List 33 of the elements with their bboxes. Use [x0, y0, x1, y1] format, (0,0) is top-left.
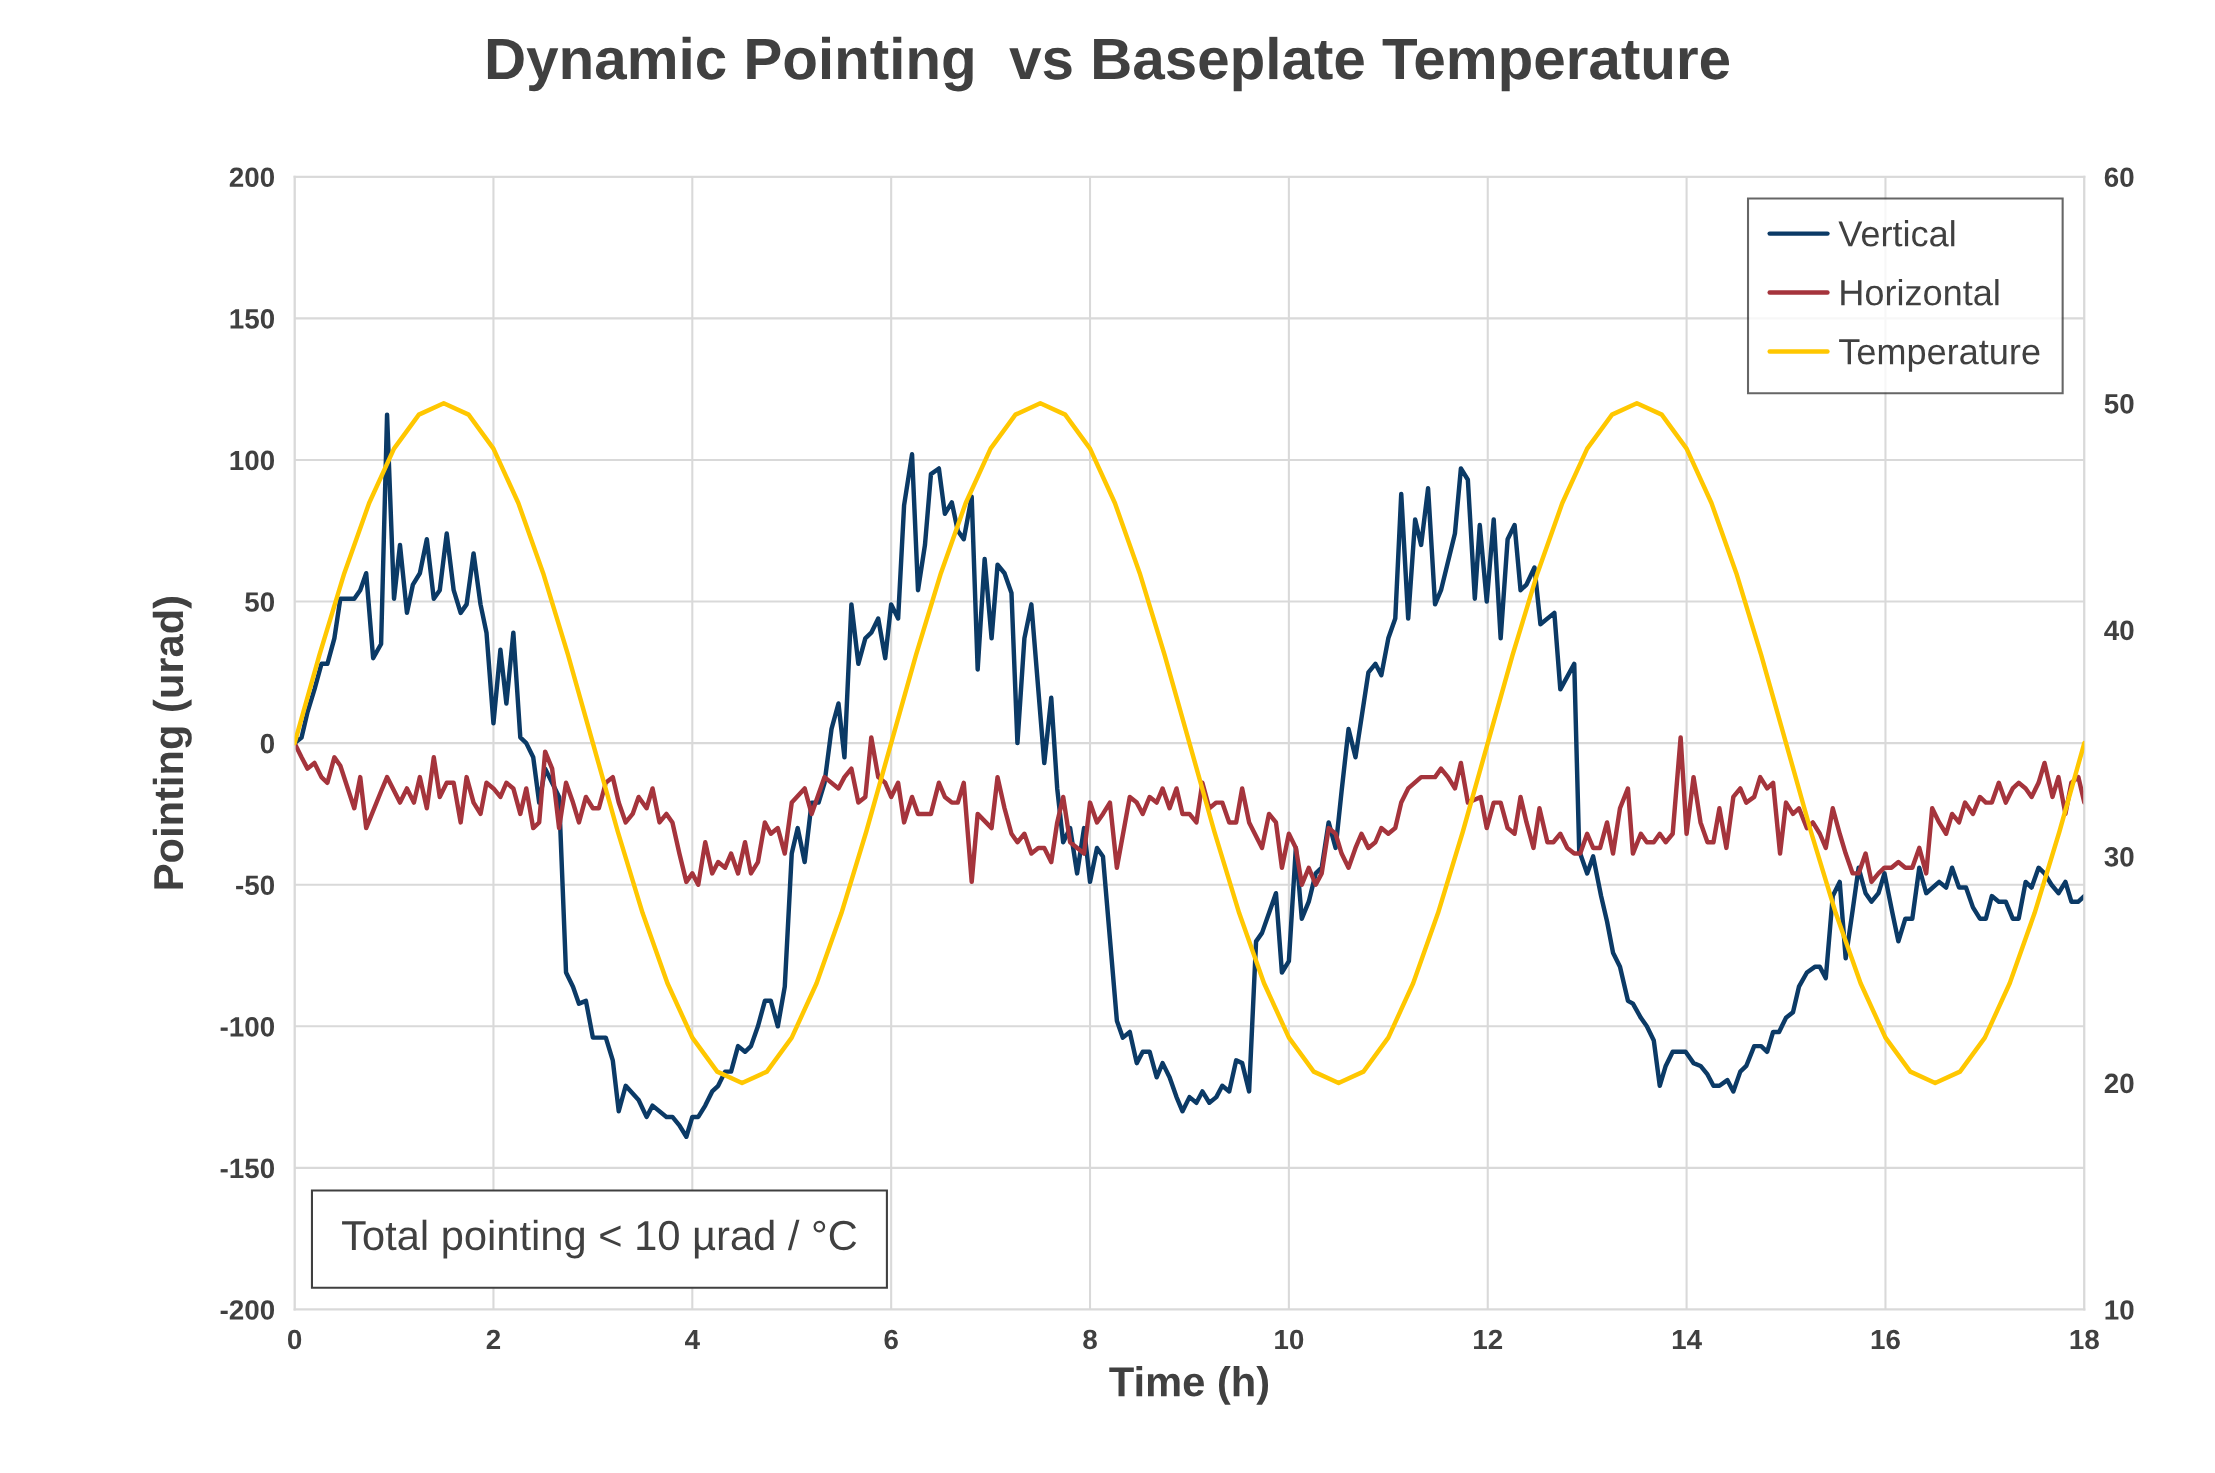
y-tick-label: -50: [236, 875, 275, 896]
y2-tick-label: 50: [2104, 393, 2134, 414]
x-tick-label: 14: [1672, 1329, 1702, 1350]
y2-tick-label: 60: [2104, 167, 2134, 188]
y2-tick-label: 30: [2104, 847, 2134, 867]
y2-tick-label: 10: [2105, 1300, 2134, 1320]
x-tick-label: 2: [486, 1329, 501, 1350]
y-tick-label: 200: [229, 167, 275, 188]
x-tick-label: 10: [1275, 1329, 1304, 1350]
y2-tick-label: 40: [2104, 620, 2134, 641]
annotation: Total pointing < 10 µrad / °C: [342, 1219, 857, 1259]
y-tick-label: 0: [260, 733, 275, 754]
x-tick-label: 0: [287, 1329, 302, 1350]
chart-title: Dynamic Pointing vs Baseplate Temperature: [487, 36, 1730, 92]
y-tick-label: 100: [230, 450, 275, 471]
legend-label: Temperature: [1839, 339, 2040, 372]
y-axis-title: Pointing (urad): [152, 597, 192, 889]
legend-label: Horizontal: [1841, 279, 1999, 306]
y2-tick-label: 20: [2104, 1073, 2134, 1094]
x-tick-label: 6: [884, 1329, 898, 1350]
x-tick-label: 12: [1474, 1329, 1503, 1350]
y-tick-label: -150: [220, 1158, 275, 1179]
x-axis-title: Time (h): [1109, 1365, 1269, 1405]
y-tick-label: -100: [220, 1016, 275, 1037]
x-tick-label: 4: [685, 1329, 700, 1350]
line-series: [294, 735, 2085, 887]
legend-label: Vertical: [1838, 220, 1955, 247]
x-tick-label: 16: [1871, 1329, 1900, 1350]
x-tick-label: 8: [1083, 1329, 1097, 1350]
x-tick-label: 18: [2070, 1329, 2099, 1350]
y-tick-label: 50: [245, 592, 275, 612]
y-tick-label: -200: [220, 1300, 275, 1320]
y-tick-label: 150: [230, 309, 275, 329]
